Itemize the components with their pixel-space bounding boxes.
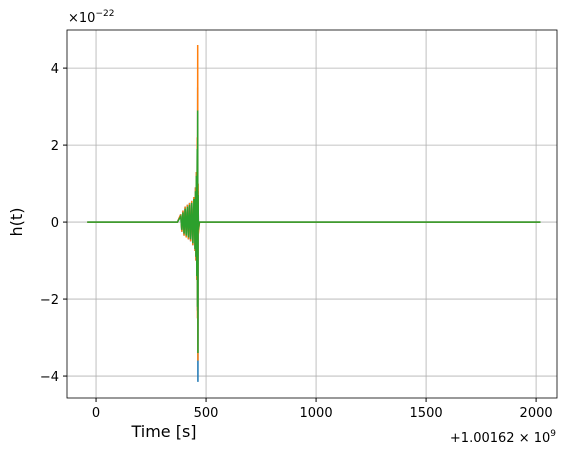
axes-frame xyxy=(66,29,558,399)
x-offset-label: +1.00162 × 109 xyxy=(450,429,556,446)
x-offset-exponent: 9 xyxy=(550,429,556,439)
plot-area xyxy=(67,30,557,398)
y-axis-label: h(t) xyxy=(7,208,26,237)
x-tick-label: 1000 xyxy=(300,406,333,421)
y-offset-exponent: −22 xyxy=(95,9,114,19)
y-tick-label: −2 xyxy=(40,293,59,308)
x-tick-label: 500 xyxy=(194,406,219,421)
x-axis-label: Time [s] xyxy=(130,422,196,441)
x-tick-label: 0 xyxy=(92,406,100,421)
y-tick-label: 4 xyxy=(51,62,59,77)
x-tick-label: 2000 xyxy=(520,406,553,421)
x-tick-label: 1500 xyxy=(410,406,443,421)
x-offset-base: +1.00162 × 10 xyxy=(450,431,550,446)
y-tick-label: −4 xyxy=(40,370,59,385)
series-line xyxy=(87,110,541,353)
y-offset-base: ×10 xyxy=(68,11,95,26)
y-tick-label: 2 xyxy=(51,139,59,154)
y-tick-label: 0 xyxy=(51,216,59,231)
y-offset-label: ×10−22 xyxy=(68,9,114,26)
